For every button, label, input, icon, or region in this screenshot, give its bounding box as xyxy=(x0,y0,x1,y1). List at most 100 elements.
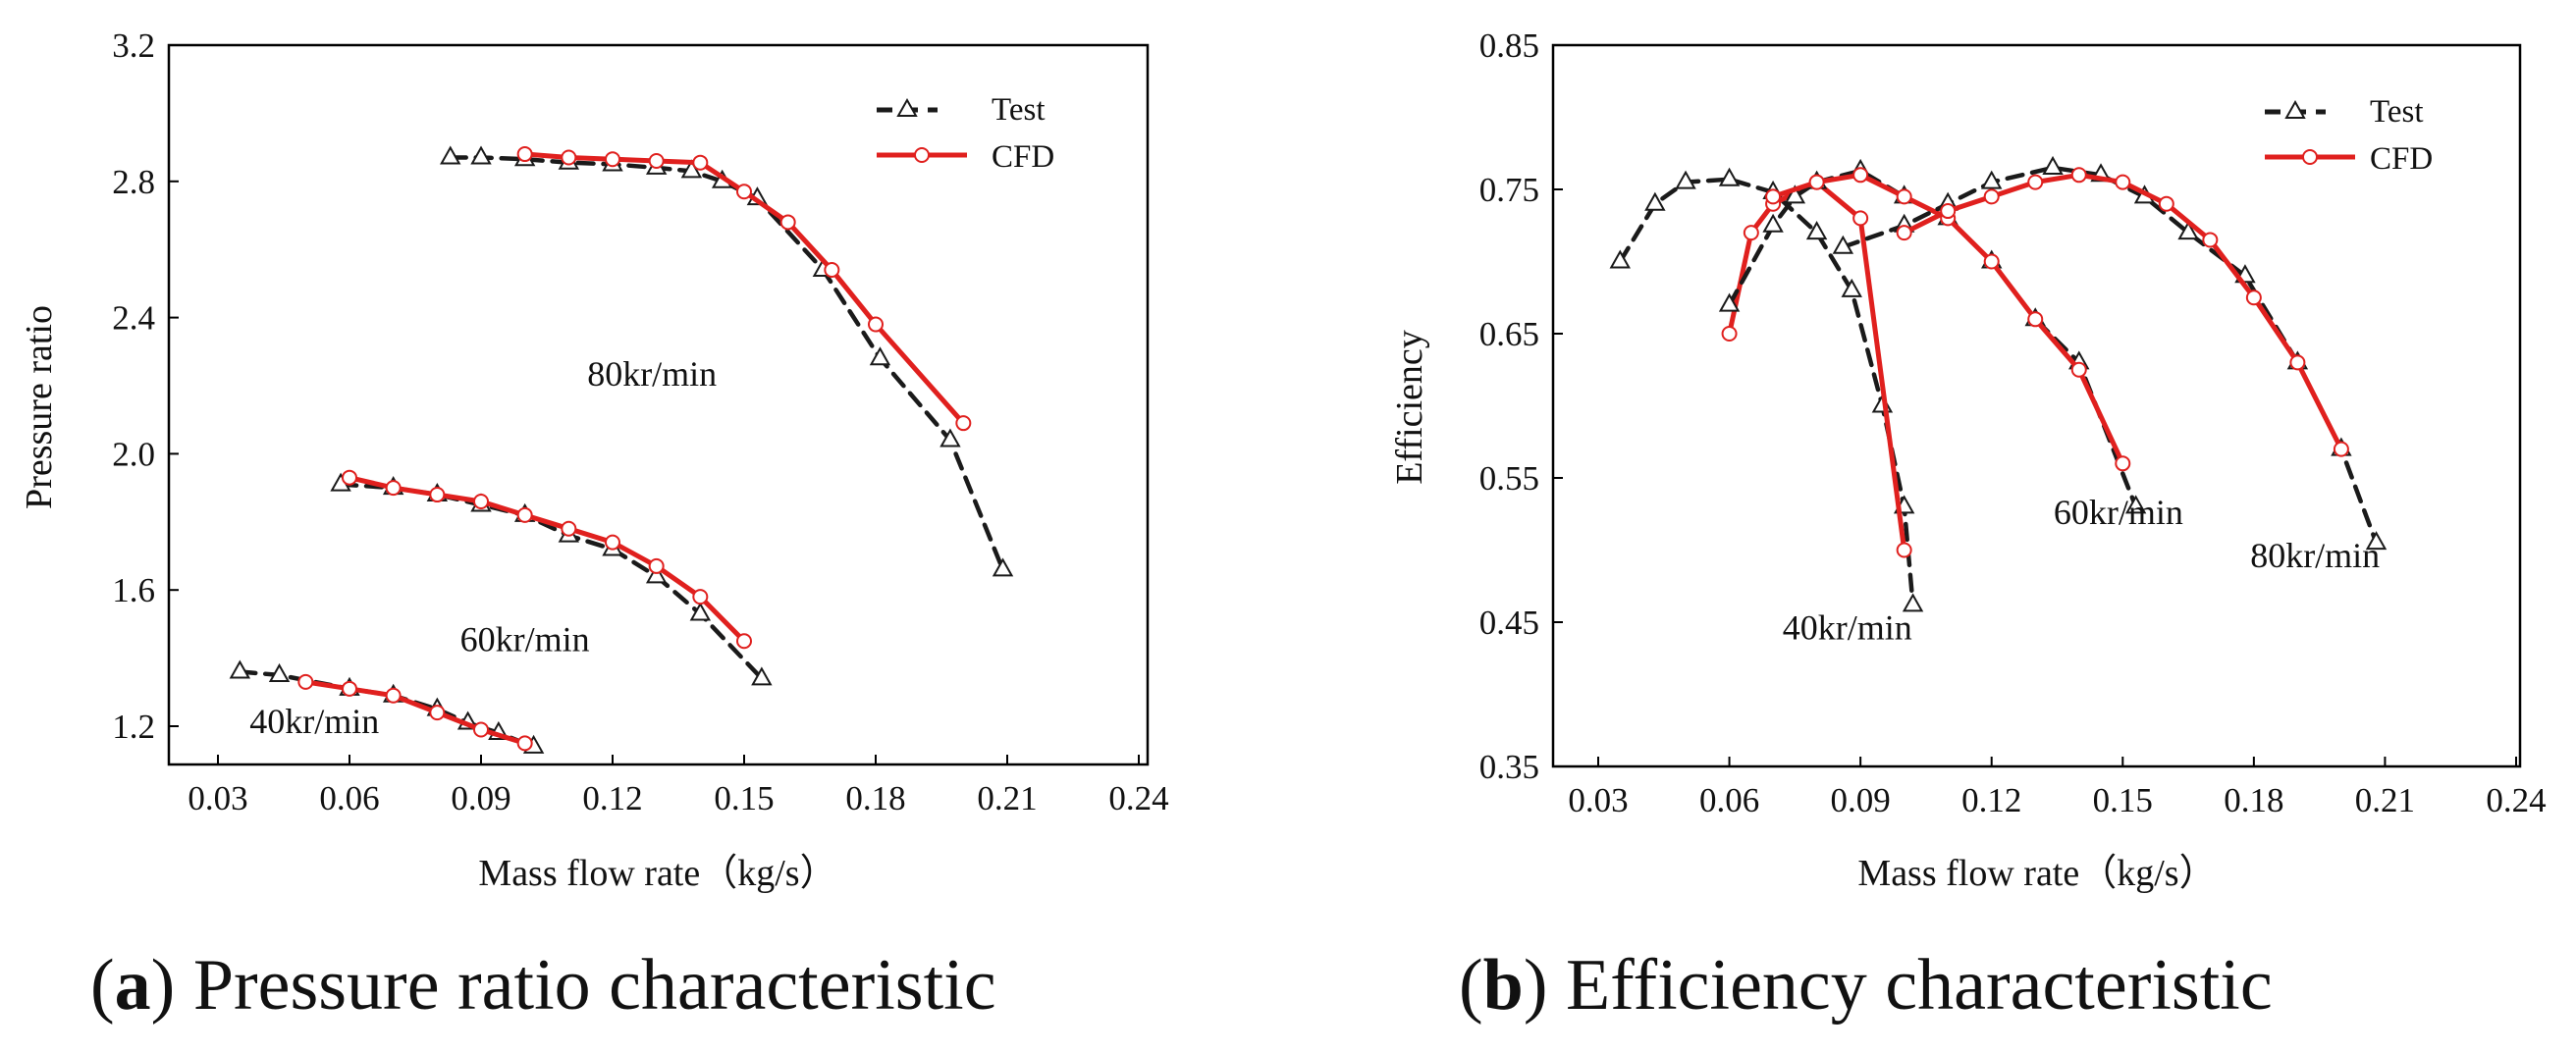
tick-layer: 0.03 0.06 0.09 0.12 0.15 0.18 0.21 0.24 0.35 0.45… xyxy=(1479,26,2547,819)
x-tick-label: 0.06 xyxy=(319,779,379,817)
test-point xyxy=(2042,155,2064,175)
test-point xyxy=(2124,495,2147,514)
cfd-point xyxy=(473,493,489,509)
caption-b-close: ) xyxy=(1524,945,1548,1026)
test-point xyxy=(869,346,891,366)
pr-cfd-line-1 xyxy=(522,151,966,426)
caption-b-letter: b xyxy=(1483,945,1524,1026)
cfd-point xyxy=(473,721,489,738)
cfd-point xyxy=(779,214,796,231)
speed-label-60: 60kr/min xyxy=(460,620,590,659)
x-tick-label: 0.21 xyxy=(977,779,1037,817)
legend: Test CFD xyxy=(2265,94,2433,177)
legend: Test CFD xyxy=(877,92,1054,175)
efficiency-chart: 0.03 0.06 0.09 0.12 0.15 0.18 0.21 0.24 0.35 0.45… xyxy=(1389,26,2547,894)
test-point xyxy=(992,557,1014,577)
speed-label-80: 80kr/min xyxy=(2250,536,2380,575)
cfd-point xyxy=(824,262,840,279)
series-layer xyxy=(229,145,1014,754)
legend-test-marker xyxy=(2284,99,2306,119)
cfd-point xyxy=(1896,225,1912,241)
cfd-point xyxy=(2115,455,2131,472)
cfd-point xyxy=(868,316,884,333)
cfd-point xyxy=(648,152,665,169)
cfd-point xyxy=(736,633,752,650)
x-tick-label: 0.24 xyxy=(2486,781,2546,819)
cfd-point xyxy=(429,487,446,503)
y-tick-label: 0.85 xyxy=(1479,26,1539,65)
x-tick-label: 0.06 xyxy=(1699,781,1759,819)
plot-frame xyxy=(1551,43,2522,768)
legend-cfd-label: CFD xyxy=(2370,141,2433,177)
cfd-point xyxy=(561,149,577,166)
y-axis-label: Efficiency xyxy=(1389,330,1430,485)
caption-a-text: Pressure ratio characteristic xyxy=(175,945,995,1026)
pressure-ratio-chart: 0.03 0.06 0.09 0.12 0.15 0.18 0.21 0.24 1.2 1.6 2.… xyxy=(19,26,1169,894)
y-tick-label: 1.2 xyxy=(112,708,155,746)
test-point xyxy=(751,666,773,686)
legend-cfd-marker xyxy=(914,147,930,163)
cfd-point xyxy=(385,480,402,497)
cfd-point xyxy=(692,589,709,605)
y-tick-label: 2.4 xyxy=(112,299,155,338)
speed-label-40: 40kr/min xyxy=(249,702,379,741)
pr-cfd-line-3 xyxy=(347,475,747,644)
x-tick-label: 0.15 xyxy=(714,779,774,817)
caption-b: (b) Efficiency characteristic xyxy=(1459,945,2273,1026)
test-point xyxy=(2365,531,2388,551)
test-point xyxy=(680,159,703,179)
cfd-point xyxy=(516,146,533,163)
test-point xyxy=(229,659,251,679)
series-layer xyxy=(1609,155,2388,612)
legend-test-label: Test xyxy=(2370,94,2424,130)
cfd-point xyxy=(2027,311,2044,328)
x-tick-label: 0.09 xyxy=(451,779,510,817)
cfd-point xyxy=(1743,225,1759,241)
test-point xyxy=(645,564,668,584)
speed-label-80: 80kr/min xyxy=(587,354,717,394)
caption-a-open: ( xyxy=(90,945,115,1026)
speed-label-60: 60kr/min xyxy=(2054,493,2183,532)
cfd-point xyxy=(605,534,620,551)
cfd-point xyxy=(1852,210,1869,227)
test-point xyxy=(1902,593,1924,612)
test-point xyxy=(470,145,492,165)
cfd-point xyxy=(429,705,446,721)
test-point xyxy=(1841,278,1862,297)
caption-a-close: ) xyxy=(151,945,176,1026)
cfd-point xyxy=(2333,441,2349,457)
cfd-point xyxy=(1896,542,1912,558)
x-tick-label: 0.18 xyxy=(2224,781,2283,819)
cfd-point xyxy=(1896,188,1912,205)
caption-a-letter: a xyxy=(115,945,151,1026)
x-tick-label: 0.21 xyxy=(2355,781,2415,819)
x-tick-label: 0.12 xyxy=(1961,781,2021,819)
test-point xyxy=(268,662,291,682)
cfd-point xyxy=(2202,232,2219,248)
cfd-point xyxy=(2289,354,2306,371)
y-tick-label: 3.2 xyxy=(112,26,155,65)
eff-test-line-2 xyxy=(1727,168,2138,509)
cfd-point xyxy=(1852,167,1869,184)
cfd-point xyxy=(516,735,533,752)
cfd-point xyxy=(342,469,357,486)
cfd-point xyxy=(1983,253,2000,270)
x-tick-label: 0.09 xyxy=(1831,781,1891,819)
legend-test-label: Test xyxy=(992,92,1046,128)
cfd-point xyxy=(1940,203,1957,220)
cfd-point xyxy=(1808,174,1825,190)
cfd-point xyxy=(2245,290,2262,306)
y-axis-label: Pressure ratio xyxy=(19,305,60,509)
y-tick-label: 0.75 xyxy=(1479,171,1539,209)
test-point xyxy=(1832,235,1854,254)
x-tick-label: 0.15 xyxy=(2093,781,2153,819)
cfd-point xyxy=(2115,174,2131,190)
test-point xyxy=(2177,221,2199,240)
cfd-point xyxy=(605,151,620,168)
test-point xyxy=(939,428,961,448)
test-point xyxy=(1718,167,1741,186)
speed-label-40: 40kr/min xyxy=(1783,608,1912,648)
x-tick-label: 0.18 xyxy=(845,779,905,817)
x-axis-label: Mass flow rate（kg/s） xyxy=(478,853,836,894)
